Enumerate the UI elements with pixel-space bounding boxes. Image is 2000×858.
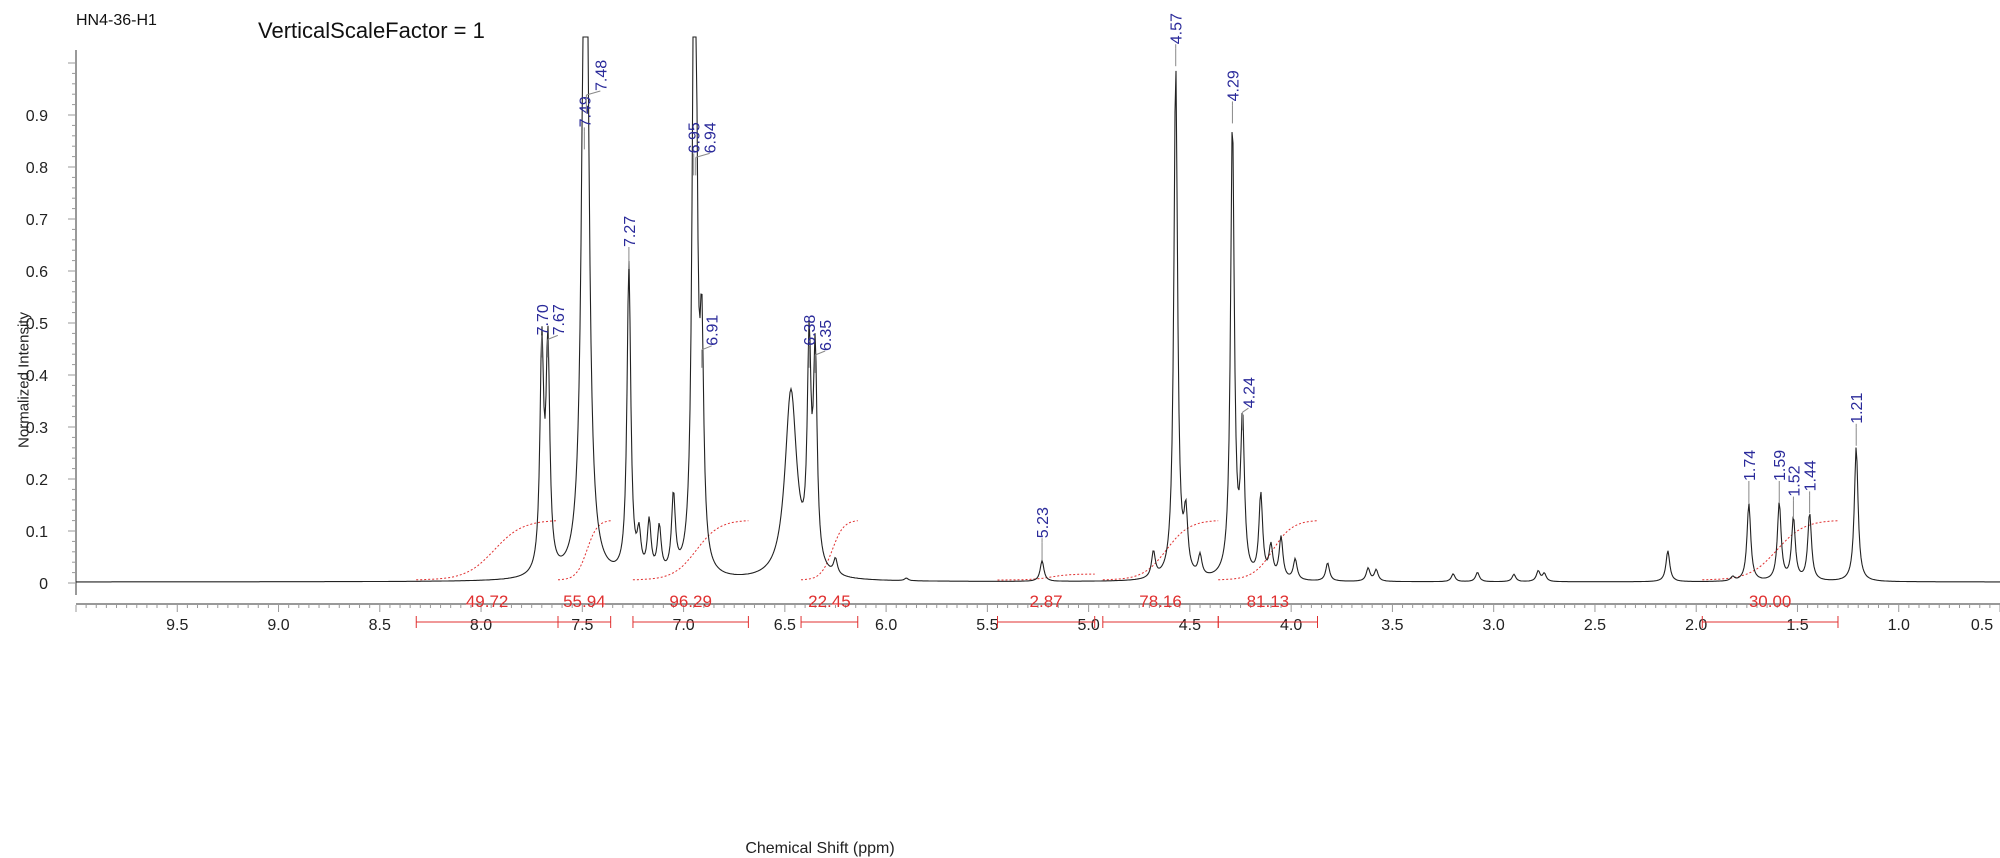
y-tick-label: 0.2 — [26, 472, 48, 489]
x-tick-label: 8.5 — [369, 617, 391, 634]
x-tick-label: 6.0 — [875, 617, 897, 634]
peak-marker-lead — [701, 345, 712, 351]
peak-label: 1.59 — [1772, 450, 1789, 481]
integral-curve — [416, 520, 559, 581]
integral-value: 49.72 — [466, 592, 509, 611]
y-tick-label: 0.8 — [26, 160, 48, 177]
peak-marker-lead — [815, 350, 826, 356]
x-tick-label: 5.0 — [1078, 617, 1100, 634]
integral-curve — [1102, 520, 1219, 581]
x-tick-label: 3.0 — [1483, 617, 1505, 634]
axes-group: 0 0.1 0.2 0.3 0.4 0.5 0.6 0.7 0.8 0.9 9.5 9.0 8.5 8.0… — [26, 50, 2000, 634]
peak-label: 1.21 — [1849, 393, 1866, 424]
integral-value: 22.45 — [808, 592, 851, 611]
integral-curve — [1702, 520, 1839, 581]
x-tick-label: 5.5 — [976, 617, 998, 634]
integral-curve — [800, 520, 858, 581]
peak-label: 6.35 — [818, 320, 835, 351]
peak-label: 7.48 — [593, 60, 610, 91]
y-tick-label: 0.6 — [26, 264, 48, 281]
peak-label: 1.74 — [1742, 450, 1759, 481]
y-tick-label: 0.1 — [26, 524, 48, 541]
peak-label: 6.38 — [802, 315, 819, 346]
peak-label: 1.52 — [1786, 465, 1803, 496]
y-tick-label: 0.3 — [26, 420, 48, 437]
vertical-scale-factor-label: VerticalScaleFactor = 1 — [258, 18, 485, 43]
x-tick-label: 1.5 — [1786, 617, 1808, 634]
peak-label: 1.44 — [1803, 460, 1820, 491]
peak-label: 7.27 — [622, 216, 639, 247]
x-tick-label: 8.0 — [470, 617, 492, 634]
y-tick-label: 0 — [39, 576, 48, 593]
peak-label: 6.91 — [705, 315, 722, 346]
x-tick-label: 1.0 — [1888, 617, 1910, 634]
peak-label: 4.29 — [1225, 70, 1242, 101]
peak-label: 7.70 — [535, 304, 552, 335]
peak-label: 5.23 — [1035, 507, 1052, 538]
x-tick-label: 3.5 — [1381, 617, 1403, 634]
spectrum-group — [76, 36, 2000, 583]
x-tick-label: 0.5 — [1971, 617, 1993, 634]
peak-marker-lead — [547, 334, 558, 340]
x-tick-label: 6.5 — [774, 617, 796, 634]
x-tick-label: 4.0 — [1280, 617, 1302, 634]
y-tick-label: 0.9 — [26, 108, 48, 125]
x-tick-label: 7.0 — [672, 617, 694, 634]
peak-label: 7.49 — [577, 96, 594, 127]
peak-marker-lead — [586, 90, 601, 96]
peak-label: 6.94 — [703, 122, 720, 153]
x-tick-label: 4.5 — [1179, 617, 1201, 634]
sample-id-label: HN4-36-H1 — [76, 12, 157, 29]
x-axis-label: Chemical Shift (ppm) — [745, 840, 895, 857]
spectrum-line — [76, 36, 2000, 583]
y-axis-label: Normalized Intensity — [15, 312, 33, 448]
peak-label: 4.24 — [1241, 377, 1258, 408]
integral-value: 78.16 — [1139, 592, 1182, 611]
integral-value: 81.13 — [1247, 592, 1290, 611]
x-tick-label: 9.0 — [267, 617, 289, 634]
peak-labels-group: 7.70 7.67 7.49 7.48 7.27 6.95 6.94 6.91 6.38 6.35… — [535, 13, 1866, 561]
y-tick-label: 0.4 — [26, 368, 48, 385]
peak-marker-lead — [695, 152, 710, 158]
peak-label: 4.57 — [1169, 13, 1186, 44]
integral-curve — [557, 520, 611, 581]
x-tick-label: 9.5 — [166, 617, 188, 634]
x-tick-label: 7.5 — [571, 617, 593, 634]
peak-label: 7.67 — [551, 304, 568, 335]
integral-value: 2.87 — [1030, 592, 1063, 611]
integral-value: 30.00 — [1749, 592, 1792, 611]
y-tick-label: 0.5 — [26, 316, 48, 333]
integral-curve — [997, 573, 1095, 581]
integral-curve — [1218, 520, 1318, 581]
y-tick-label: 0.7 — [26, 212, 48, 229]
integral-value: 55.94 — [563, 592, 606, 611]
peak-label: 6.95 — [687, 122, 704, 153]
integral-curve — [632, 520, 749, 581]
peak-marker-lead — [1242, 407, 1249, 413]
integrals-group: 49.72 55.94 96.29 22.45 2.87 78.16 81.13 30.00 — [415, 520, 1839, 628]
x-tick-label: 2.0 — [1685, 617, 1707, 634]
integral-value: 96.29 — [669, 592, 712, 611]
x-tick-label: 2.5 — [1584, 617, 1606, 634]
